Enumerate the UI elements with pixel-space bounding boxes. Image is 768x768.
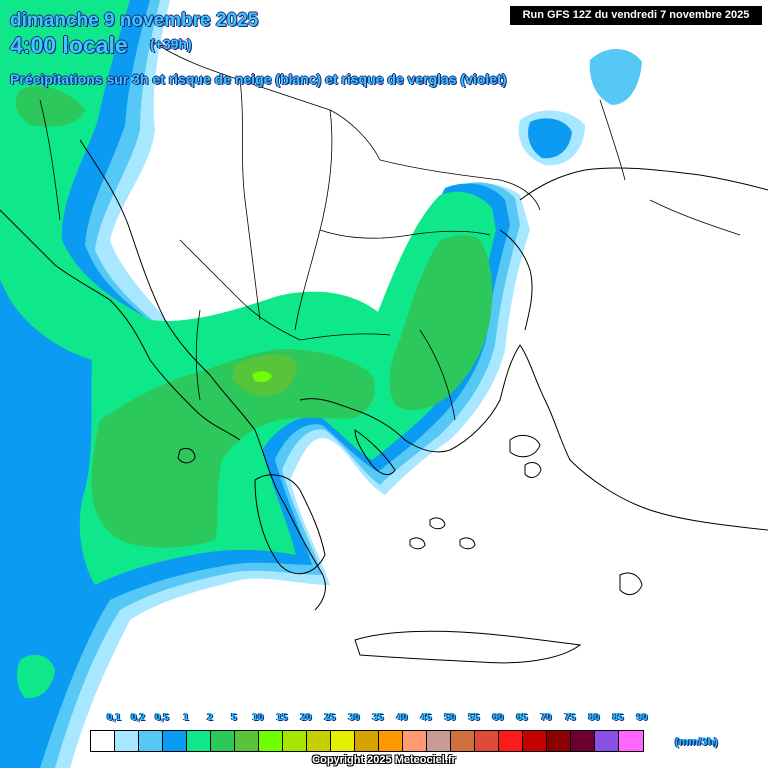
italy-coast — [0, 209, 241, 441]
legend-color-bar — [90, 730, 644, 752]
legend-swatch — [451, 731, 475, 751]
precip-band-0-2-north — [589, 48, 642, 105]
legend-tick-label: 10 — [252, 712, 264, 723]
precip-band-1-south — [17, 654, 56, 699]
legend-tick-label: 60 — [492, 712, 504, 723]
precip-band-10 — [252, 371, 272, 383]
legend-tick-label: 65 — [516, 712, 528, 723]
legend-swatch — [307, 731, 331, 751]
lake-1 — [177, 447, 196, 464]
legend-tick-label: 50 — [444, 712, 456, 723]
legend-swatch — [427, 731, 451, 751]
cyclades-2 — [459, 537, 476, 550]
legend-tick-label: 1 — [183, 712, 189, 723]
border-5 — [319, 229, 491, 239]
legend-swatch — [283, 731, 307, 751]
copyright-notice: Copyright 2025 Meteociel.fr — [312, 754, 456, 766]
cyclades-1 — [429, 517, 446, 530]
crete — [354, 630, 582, 664]
border-3 — [294, 109, 333, 331]
coastlines — [0, 139, 768, 664]
precip-band-2 — [15, 86, 85, 127]
legend-swatch — [211, 731, 235, 751]
peloponnese — [254, 474, 326, 575]
map-description: Précipitations sur 3h et risque de neige… — [10, 71, 507, 87]
legend-tick-label: 35 — [372, 712, 384, 723]
legend-tick-label: 15 — [276, 712, 288, 723]
legend-swatch — [523, 731, 547, 751]
forecast-time: 4:00 locale — [10, 32, 128, 58]
border-1 — [149, 39, 381, 161]
legend-swatch — [571, 731, 595, 751]
legend-swatch — [475, 731, 499, 751]
legend-swatch — [163, 731, 187, 751]
legend-swatch — [235, 731, 259, 751]
legend-swatch — [499, 731, 523, 751]
legend-swatch — [619, 731, 643, 751]
legend-swatch — [115, 731, 139, 751]
lesbos — [509, 434, 541, 458]
border-11 — [649, 199, 741, 236]
forecast-lead-time: (+39h) — [150, 36, 192, 52]
legend-tick-label: 5 — [231, 712, 237, 723]
legend-swatch — [379, 731, 403, 751]
legend-swatch — [187, 731, 211, 751]
border-9 — [419, 329, 456, 421]
legend-tick-label: 70 — [540, 712, 552, 723]
legend-swatch — [547, 731, 571, 751]
legend-tick-label: 2 — [207, 712, 213, 723]
precip-south-west — [0, 558, 57, 768]
legend-tick-labels: 0,1 0,2 0,5 1 2 5 10 15 20 25 30 35 40 45 50 55 60 65 70 75… — [0, 712, 768, 728]
forecast-date: dimanche 9 novembre 2025 — [10, 10, 259, 31]
precip-band-2-thrace — [389, 235, 493, 411]
legend-swatch — [259, 731, 283, 751]
legend-tick-label: 30 — [348, 712, 360, 723]
cyclades-3 — [409, 537, 426, 550]
precip-east-region — [389, 48, 642, 411]
aegean-north-coast — [299, 398, 451, 453]
legend-tick-label: 40 — [396, 712, 408, 723]
legend-swatch — [139, 731, 163, 751]
chios — [524, 462, 542, 478]
turkey-west-coast — [449, 344, 768, 531]
legend-swatch — [595, 731, 619, 751]
legend-swatch — [331, 731, 355, 751]
legend-tick-label: 55 — [468, 712, 480, 723]
legend-tick-label: 0,5 — [155, 712, 169, 723]
legend-tick-label: 75 — [564, 712, 576, 723]
border-4 — [379, 159, 541, 211]
legend-tick-label: 85 — [612, 712, 624, 723]
border-6 — [179, 239, 301, 341]
bosphorus — [499, 229, 533, 331]
border-10 — [599, 99, 626, 181]
legend-unit: (mm/3h) — [675, 736, 718, 748]
legend-tick-label: 25 — [324, 712, 336, 723]
border-8 — [195, 309, 201, 401]
black-sea-coast — [519, 167, 768, 201]
rhodes — [619, 572, 643, 596]
run-info-badge: Run GFS 12Z du vendredi 7 novembre 2025 — [510, 6, 762, 25]
precip-west-sea — [0, 0, 530, 768]
legend-tick-label: 80 — [588, 712, 600, 723]
euboea — [354, 429, 396, 476]
legend-tick-label: 0,1 — [107, 712, 121, 723]
legend-swatch — [91, 731, 115, 751]
border-12 — [39, 99, 61, 221]
border-2 — [239, 79, 261, 321]
legend-tick-label: 0,2 — [131, 712, 145, 723]
precip-band-0-5-north2 — [528, 118, 572, 159]
border-7 — [299, 333, 391, 341]
legend-swatch — [403, 731, 427, 751]
legend-tick-label: 45 — [420, 712, 432, 723]
legend-tick-label: 20 — [300, 712, 312, 723]
country-borders — [39, 39, 741, 421]
balkan-coast — [79, 139, 326, 611]
precip-band-2-ionian — [91, 349, 375, 548]
legend-swatch — [355, 731, 379, 751]
legend-tick-label: 90 — [636, 712, 648, 723]
